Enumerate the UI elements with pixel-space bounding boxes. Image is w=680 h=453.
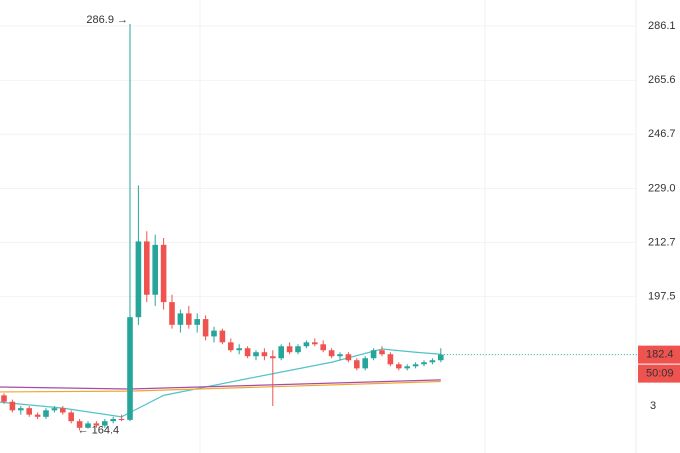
countdown-label: 50:09	[646, 368, 674, 380]
candle-body	[278, 346, 284, 359]
candle-body	[51, 408, 58, 411]
y-tick-label: 286.1	[648, 20, 676, 32]
candle-body	[34, 414, 41, 417]
candle-body	[85, 423, 91, 428]
candle-body	[429, 360, 436, 363]
candle-body	[127, 317, 133, 420]
last-price-label: 182.4	[646, 349, 674, 361]
candle-body	[194, 319, 200, 325]
high-annotation: 286.9 →	[86, 14, 128, 26]
candle-body	[370, 350, 377, 359]
y-tick-label: 265.6	[648, 74, 676, 86]
candle-body	[379, 350, 385, 355]
candle-body	[177, 313, 184, 325]
candle-body	[345, 354, 352, 361]
candle-body	[270, 356, 276, 359]
y-tick-label: 197.5	[648, 290, 676, 302]
candle-body	[354, 360, 360, 369]
candle-body	[118, 419, 125, 421]
candle-body	[1, 395, 7, 402]
candle-body	[102, 421, 108, 426]
candle-body	[160, 244, 167, 303]
candle-body	[404, 366, 410, 369]
candle-body	[253, 352, 259, 357]
vertical-grid	[199, 0, 486, 453]
candle-body	[76, 421, 83, 428]
candle-body	[93, 423, 100, 426]
candle-body	[412, 364, 419, 367]
candle-body	[261, 352, 268, 357]
candle-body	[328, 350, 335, 357]
candle-body	[18, 408, 24, 411]
candle-body	[60, 408, 66, 413]
candle-body	[337, 354, 343, 357]
candle-body	[228, 342, 234, 351]
axis-note: 3	[650, 400, 656, 412]
candle-body	[421, 362, 427, 365]
last-price-box	[638, 345, 680, 364]
candle-body	[303, 342, 310, 347]
candle-body	[362, 358, 368, 369]
candle-body	[68, 412, 74, 422]
candle-body	[144, 241, 150, 295]
candle-body	[152, 244, 158, 295]
candle-body	[26, 408, 32, 415]
candle-body	[236, 348, 242, 351]
candle-body	[9, 401, 16, 411]
candle-body	[110, 419, 116, 422]
candle-body	[312, 342, 318, 345]
countdown-box	[638, 364, 680, 383]
candle-body	[169, 302, 175, 325]
low-annotation: ← 164.4	[78, 424, 120, 436]
candle-body	[43, 410, 49, 417]
y-tick-label: 212.7	[648, 236, 676, 248]
candle-body	[211, 330, 217, 337]
candle-body	[320, 344, 326, 351]
candle-body	[295, 346, 301, 353]
candle-body	[219, 330, 226, 343]
candle-body	[135, 241, 142, 318]
candle-body	[186, 313, 192, 325]
candle-body	[387, 354, 394, 365]
candle-body	[396, 364, 402, 369]
indicator-line	[0, 348, 441, 418]
candle-body	[286, 346, 293, 353]
candle-body	[438, 354, 444, 361]
candle-body	[244, 348, 251, 357]
candle-body	[202, 319, 209, 337]
y-tick-label: 229.0	[648, 182, 676, 194]
y-tick-label: 246.7	[648, 128, 676, 140]
